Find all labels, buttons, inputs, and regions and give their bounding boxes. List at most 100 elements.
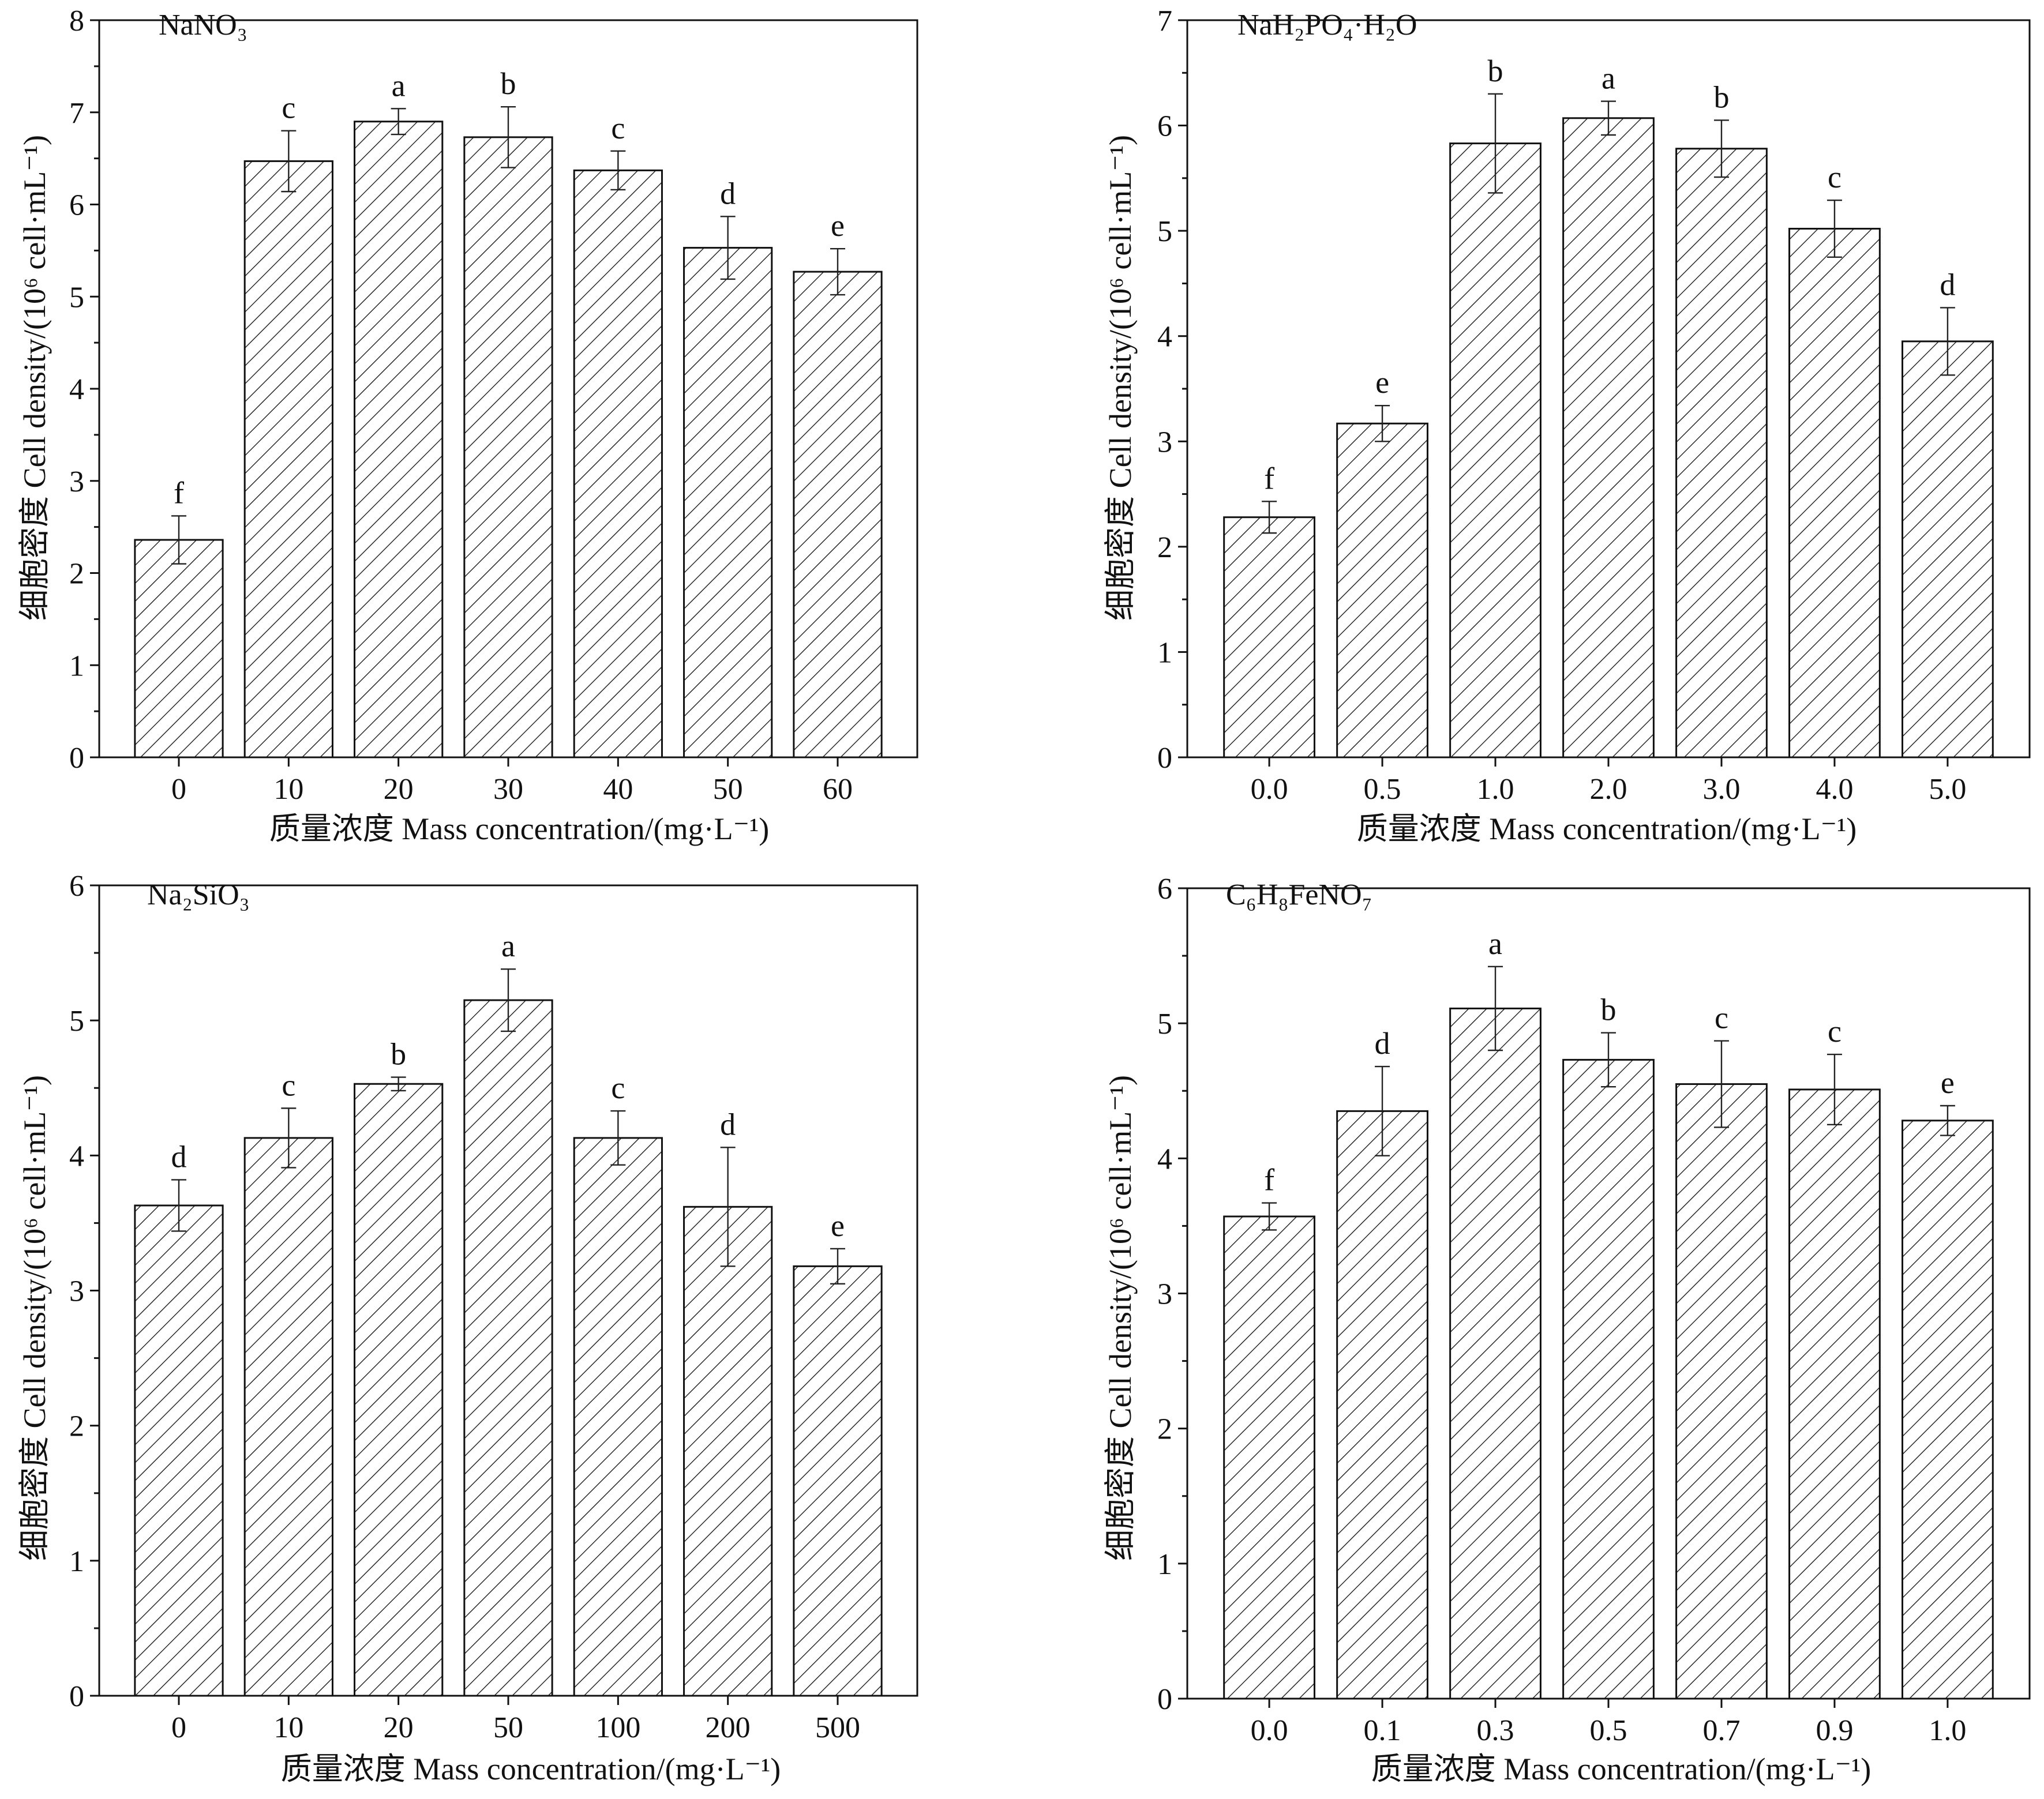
panel-title: Na₂SiO₃ xyxy=(147,878,250,911)
x-tick-label: 0 xyxy=(171,773,186,806)
panel-na2sio3: Na₂SiO₃ 细胞密度 Cell density/(10⁶ cell·mL⁻¹… xyxy=(17,870,918,1786)
bar xyxy=(793,271,883,758)
significance-letter: b xyxy=(1601,993,1617,1027)
y-tick-label: 2 xyxy=(69,558,84,591)
y-tick-label: 6 xyxy=(69,189,84,222)
y-tick-label: 6 xyxy=(69,870,84,903)
x-tick-label: 500 xyxy=(815,1711,860,1744)
bar xyxy=(1223,516,1315,758)
y-tick-label: 4 xyxy=(69,1140,84,1173)
y-tick-label: 3 xyxy=(69,465,84,498)
significance-letter: c xyxy=(611,1071,625,1105)
significance-letter: c xyxy=(1828,1014,1842,1049)
bar xyxy=(243,1137,333,1697)
x-tick-label: 4.0 xyxy=(1816,773,1853,806)
y-tick-label: 5 xyxy=(1157,1008,1172,1041)
y-tick-label: 1 xyxy=(1157,1548,1172,1581)
bar xyxy=(573,1137,663,1697)
bar xyxy=(1675,1083,1768,1700)
x-axis-label: 质量浓度 Mass concentration/(mg·L⁻¹) xyxy=(1357,812,1857,846)
x-tick-label: 2.0 xyxy=(1590,773,1627,806)
significance-letter: e xyxy=(1941,1065,1955,1100)
x-tick-label: 0.0 xyxy=(1251,1714,1288,1747)
bar xyxy=(1675,148,1768,758)
y-tick-label: 4 xyxy=(1157,321,1172,354)
x-tick-label: 40 xyxy=(603,773,633,806)
bar xyxy=(134,539,224,758)
bar xyxy=(793,1265,883,1697)
significance-letter: b xyxy=(1488,54,1503,88)
y-tick-label: 3 xyxy=(1157,1278,1172,1311)
significance-letter: c xyxy=(282,91,295,125)
panel-c6h8feno7: C₆H₈FeNO₇ 细胞密度 Cell density/(10⁶ cell·mL… xyxy=(1103,873,2031,1786)
bar xyxy=(1562,117,1655,758)
bar xyxy=(354,121,444,758)
bar xyxy=(1449,1007,1542,1700)
significance-letter: b xyxy=(501,66,516,101)
y-tick-label: 2 xyxy=(1157,1413,1172,1446)
x-tick-label: 0.5 xyxy=(1364,773,1401,806)
plot-frame xyxy=(1186,19,2031,758)
significance-letter: d xyxy=(720,1107,736,1141)
bar xyxy=(1336,1110,1428,1700)
y-tick-label: 7 xyxy=(69,97,84,130)
significance-letter: c xyxy=(282,1068,295,1102)
y-tick-label: 0 xyxy=(1157,742,1172,775)
bar xyxy=(683,1205,773,1697)
y-tick-label: 3 xyxy=(1157,426,1172,459)
significance-letter: b xyxy=(391,1037,406,1072)
significance-letter: c xyxy=(1715,1001,1728,1035)
x-tick-label: 10 xyxy=(273,773,303,806)
significance-letter: e xyxy=(1375,365,1389,400)
x-tick-label: 30 xyxy=(493,773,523,806)
y-tick-label: 1 xyxy=(1157,636,1172,669)
panel-title: C₆H₈FeNO₇ xyxy=(1226,878,1372,911)
x-tick-label: 20 xyxy=(384,773,414,806)
panel-title: NaH₂PO₄·H₂O xyxy=(1237,9,1417,42)
significance-letter: b xyxy=(1713,80,1729,114)
bar xyxy=(573,169,663,758)
x-tick-label: 1.0 xyxy=(1477,773,1514,806)
significance-letter: f xyxy=(1264,1163,1274,1197)
significance-letter: c xyxy=(1828,160,1842,194)
x-tick-label: 5.0 xyxy=(1929,773,1966,806)
y-tick-label: 4 xyxy=(1157,1143,1172,1175)
bar xyxy=(1336,422,1428,758)
panel-nah2po4: NaH₂PO₄·H₂O 细胞密度 Cell density/(10⁶ cell·… xyxy=(1103,5,2031,846)
y-tick-label: 5 xyxy=(69,1005,84,1038)
y-tick-label: 8 xyxy=(69,5,84,37)
significance-letter: a xyxy=(392,68,406,103)
x-axis-label: 质量浓度 Mass concentration/(mg·L⁻¹) xyxy=(281,1752,781,1786)
x-tick-label: 100 xyxy=(595,1711,640,1744)
plot-frame xyxy=(1186,887,2031,1700)
x-tick-label: 200 xyxy=(706,1711,751,1744)
y-axis-label: 细胞密度 Cell density/(10⁶ cell·mL⁻¹) xyxy=(17,135,52,621)
significance-letter: e xyxy=(831,208,845,243)
panel-title: NaNO₃ xyxy=(159,9,247,42)
bar xyxy=(1449,142,1542,758)
x-tick-label: 0.0 xyxy=(1251,773,1288,806)
bar xyxy=(1788,1088,1881,1700)
significance-letter: d xyxy=(1940,267,1955,302)
x-tick-label: 0.3 xyxy=(1477,1714,1514,1747)
y-axis-label: 细胞密度 Cell density/(10⁶ cell·mL⁻¹) xyxy=(17,1075,52,1561)
bar xyxy=(1562,1058,1655,1700)
significance-letter: c xyxy=(611,111,625,145)
y-tick-label: 6 xyxy=(1157,873,1172,906)
y-axis-label: 细胞密度 Cell density/(10⁶ cell·mL⁻¹) xyxy=(1103,135,1138,621)
x-tick-label: 0.5 xyxy=(1590,1714,1627,1747)
y-tick-label: 5 xyxy=(1157,215,1172,248)
plot-frame xyxy=(98,884,918,1697)
significance-letter: f xyxy=(174,475,184,510)
significance-letter: d xyxy=(720,176,736,211)
x-tick-label: 1.0 xyxy=(1929,1714,1966,1747)
y-tick-label: 2 xyxy=(1157,531,1172,564)
bar xyxy=(1223,1215,1315,1700)
significance-letter: d xyxy=(171,1139,186,1174)
bar xyxy=(1902,340,1994,758)
y-tick-label: 1 xyxy=(69,1545,84,1578)
significance-letter: e xyxy=(831,1208,845,1243)
x-tick-label: 20 xyxy=(384,1711,414,1744)
significance-letter: a xyxy=(1602,61,1615,96)
y-tick-label: 0 xyxy=(69,1680,84,1713)
